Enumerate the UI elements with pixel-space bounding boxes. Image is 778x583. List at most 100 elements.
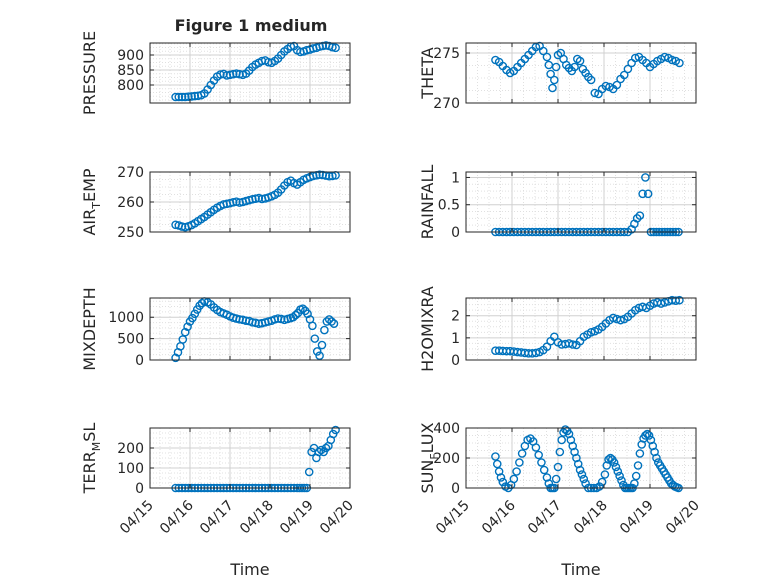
axes-box (465, 171, 697, 233)
data-point (551, 474, 561, 484)
data-point (498, 477, 508, 487)
data-point (660, 52, 670, 62)
data-point (550, 75, 559, 85)
data-point (496, 473, 506, 482)
data-point (602, 461, 612, 470)
y-tick-label: 100 (117, 461, 144, 477)
data-series-h2omixra (491, 295, 684, 358)
data-point (314, 447, 324, 457)
data-point (310, 334, 320, 343)
data-point (579, 474, 589, 484)
data-point (597, 477, 607, 487)
subplot-h2omixra: 0 1 2 H2OMIXRA (418, 286, 697, 372)
data-point (637, 440, 647, 449)
grid-lines (465, 172, 697, 233)
y-axis-label: MIXDEPTH (80, 287, 99, 370)
y-axis-label: PRESSURE (80, 31, 99, 115)
data-point (613, 467, 623, 476)
data-point (531, 348, 541, 358)
subplot-mixdepth: 0 500 1000 MIXDEPTH (80, 287, 351, 371)
data-point (617, 476, 626, 485)
axes-box (149, 427, 351, 489)
data-point (590, 88, 600, 98)
data-point (608, 313, 618, 323)
data-point (586, 328, 596, 337)
y-tick-label: 275 (433, 46, 460, 62)
data-point (641, 431, 650, 440)
y-axis-label: SUNFLUX (418, 422, 441, 493)
y-tick-label: 1 (451, 331, 460, 347)
data-point (632, 214, 642, 223)
data-point (615, 471, 624, 481)
y-tick-label: 900 (117, 48, 144, 64)
data-point (187, 92, 196, 101)
data-point (581, 479, 590, 488)
data-point (320, 325, 329, 335)
y-tick-label: 0 (451, 225, 460, 241)
data-point (566, 435, 576, 445)
data-point (638, 189, 647, 199)
data-point (570, 62, 579, 72)
data-point (644, 431, 654, 440)
data-point (548, 83, 557, 93)
data-point (623, 64, 633, 74)
data-point (667, 55, 677, 65)
data-point (316, 445, 326, 455)
data-point (324, 315, 334, 324)
data-point (288, 312, 298, 322)
data-point (177, 92, 187, 102)
data-point (291, 310, 300, 320)
data-point (174, 92, 184, 102)
data-point (553, 462, 563, 472)
data-point (188, 313, 197, 323)
data-point (298, 304, 308, 313)
y-tick-label: 0 (135, 481, 144, 497)
data-point (228, 69, 238, 79)
y-tick-label: 1 (451, 170, 460, 186)
data-point (600, 470, 610, 479)
data-point (183, 322, 192, 331)
y-axis-label: TERRMSL (80, 423, 103, 495)
data-point (577, 470, 587, 479)
data-point (331, 43, 340, 53)
grid-lines (465, 43, 697, 104)
data-point (197, 298, 207, 308)
subplot-air-temp: 250 260 270 AIRTEMP (80, 165, 351, 241)
data-point (595, 482, 604, 491)
data-point (315, 170, 324, 179)
data-point (491, 452, 500, 461)
y-tick-label: 850 (117, 63, 144, 79)
data-point (642, 429, 652, 439)
data-point (329, 319, 339, 328)
y-axis-label: THETA (418, 47, 437, 99)
data-point (534, 450, 543, 460)
data-point (660, 298, 670, 307)
data-point (633, 461, 643, 470)
x-axis-label: Time (229, 560, 269, 579)
y-tick-label: 2 (451, 309, 460, 325)
data-point (650, 447, 659, 457)
data-point (531, 443, 541, 452)
y-tick-label: 0 (135, 353, 144, 369)
data-point (318, 41, 328, 51)
data-point (304, 467, 314, 477)
data-point (573, 459, 583, 469)
data-point (190, 91, 200, 101)
data-point (575, 465, 585, 475)
data-point (180, 92, 190, 102)
data-point (324, 171, 334, 181)
data-point (675, 295, 684, 305)
data-point (315, 351, 324, 361)
data-point (635, 449, 645, 458)
y-tick-label: 270 (117, 165, 144, 181)
data-point (646, 435, 656, 445)
y-tick-label: 500 (117, 332, 144, 348)
axes-box (149, 297, 351, 361)
data-point (551, 62, 561, 72)
y-tick-label: 1000 (108, 310, 144, 326)
data-point (537, 458, 546, 467)
